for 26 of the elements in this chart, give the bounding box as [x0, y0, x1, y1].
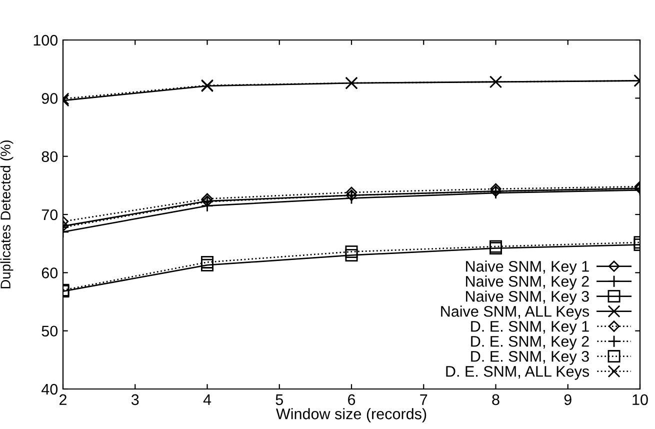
legend-label: D. E. SNM, ALL Keys: [446, 366, 590, 380]
x-tick-label: 5: [276, 394, 283, 406]
legend-label: D. E. SNM, Key 2: [471, 336, 589, 350]
legend-label: Naive SNM, Key 2: [466, 276, 589, 290]
x-tick-label: 3: [131, 394, 139, 406]
legend-label: Naive SNM, Key 1: [466, 260, 589, 275]
legend-label: D. E. SNM, Key 1: [471, 320, 589, 335]
y-axis-title: Duplicates Detected (%): [0, 140, 14, 288]
x-axis-title: Window size (records): [276, 408, 426, 422]
x-tick-label: 6: [348, 394, 356, 406]
x-tick-label: 4: [203, 394, 212, 405]
legend-label: Naive SNM, Key 3: [466, 290, 589, 305]
x-tick-label: 2: [60, 394, 66, 405]
y-tick-label: 70: [42, 209, 58, 220]
y-tick-label: 100: [34, 34, 58, 46]
legend-label: Naive SNM, ALL Keys: [441, 306, 590, 320]
y-tick-label: 40: [42, 384, 58, 395]
y-tick-label: 60: [42, 268, 58, 278]
x-tick-label: 9: [564, 394, 572, 406]
y-tick-label: 90: [42, 93, 58, 104]
y-tick-label: 80: [42, 151, 58, 162]
y-tick-label: 50: [42, 326, 58, 337]
x-tick-label: 10: [632, 394, 648, 406]
x-tick-label: 8: [492, 394, 500, 406]
x-tick-label: 7: [420, 394, 428, 405]
legend-label: D. E. SNM, Key 3: [471, 350, 589, 365]
